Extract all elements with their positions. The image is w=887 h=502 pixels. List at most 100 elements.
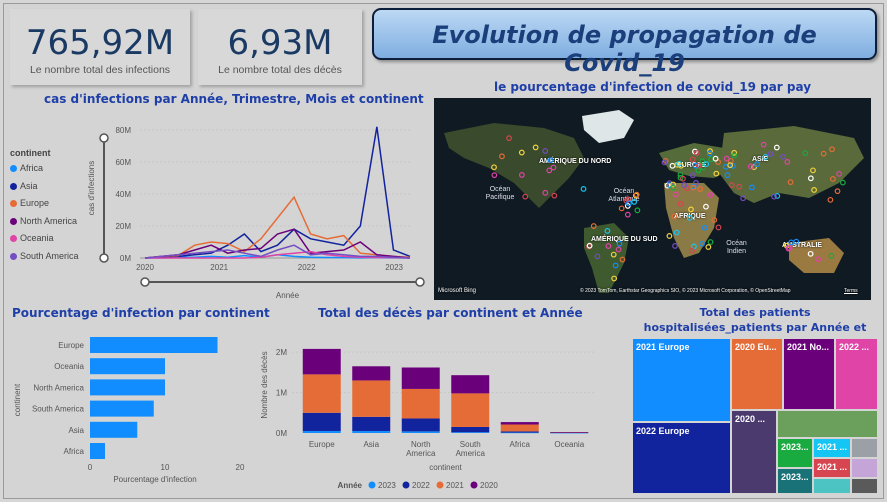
y-axis-label: Nombre des décès [260, 351, 269, 418]
y-slider-handle-bottom [99, 253, 109, 263]
treemap-cell[interactable]: 2023... [777, 438, 813, 468]
x-slider-handle-right [415, 277, 425, 287]
legend-label-2022: 2022 [412, 481, 430, 490]
treemap-cell[interactable]: 2021 No... [783, 338, 835, 410]
country-dot [699, 158, 706, 165]
y-axis-label: continent [13, 383, 22, 416]
treemap-cell-small[interactable] [851, 458, 878, 478]
category-label: Africa [64, 447, 85, 456]
treemap-cell[interactable]: 2021 ... [813, 458, 851, 478]
country-dot [724, 172, 731, 179]
treemap-cell-small[interactable] [813, 478, 851, 494]
stack-segment-2021 [451, 393, 490, 427]
stack-segment-2023 [451, 432, 490, 433]
stack-segment-2022 [451, 426, 490, 433]
kpi-card-infections[interactable]: 765,92M Le nombre total des infections [10, 9, 190, 85]
country-dot [690, 184, 697, 191]
kpi-card-deaths[interactable]: 6,93M Le nombre total des décès [198, 9, 362, 85]
legend-dot [436, 481, 444, 489]
legend-item-asia[interactable]: Asia [10, 181, 38, 191]
country-dot [828, 252, 835, 259]
country-dot [834, 188, 841, 195]
country-dot [689, 247, 695, 254]
country-dot [811, 187, 817, 193]
stack-segment-2022 [352, 416, 391, 431]
legend-item-oceania[interactable]: Oceania [10, 233, 54, 243]
country-dot [680, 175, 686, 182]
hospitalized-treemap[interactable]: 2021 Europe 2022 Europe 2020 Eu... 2021 No.… [632, 338, 878, 494]
bar-south-america [90, 400, 154, 417]
country-dot [684, 185, 690, 192]
continent-percentage-chart[interactable]: continent Europe Oceania North America South… [10, 325, 270, 495]
country-dot [676, 160, 682, 167]
country-dot [708, 156, 714, 163]
stack-segment-2022 [401, 418, 440, 432]
treemap-cell-small[interactable] [851, 478, 878, 494]
legend-title: Année [338, 481, 363, 490]
map-terms-link[interactable]: Terms [844, 288, 858, 294]
legend-item-europe[interactable]: Europe [10, 198, 49, 208]
country-dot [773, 144, 780, 151]
country-dot [666, 233, 673, 239]
country-dot [677, 200, 684, 207]
legend-item-north-america[interactable]: North America [10, 216, 77, 226]
legend-item-africa[interactable]: Africa [10, 163, 43, 173]
country-dot [631, 199, 638, 205]
treemap-cell-small[interactable] [851, 438, 878, 458]
treemap-cell[interactable]: 2020 Eu... [731, 338, 783, 410]
country-dot [793, 238, 800, 245]
treemap-cell[interactable]: 2020 ... [731, 410, 777, 494]
y-tick-label: 1M [276, 389, 287, 398]
y-tick-label: 40M [115, 190, 131, 199]
country-dot [780, 153, 786, 160]
line-chart[interactable]: cas d'infections 80M 60M 40M 20M 0M 2020 2021 20… [80, 108, 430, 303]
legend-item-south-america[interactable]: South America [10, 251, 79, 261]
series-line-europe [144, 195, 411, 259]
legend-dot [10, 165, 17, 173]
category-label: North America [33, 383, 84, 392]
treemap-cell[interactable]: 2022 ... [835, 338, 878, 410]
country-dot [754, 161, 761, 168]
hbar-chart-title: Pourcentage d'infection par continent [12, 306, 270, 320]
country-dot [669, 162, 676, 169]
kpi-infections-label: Le nombre total des infections [29, 64, 171, 76]
country-dot [767, 151, 774, 157]
y-axis-label: cas d'infections [87, 161, 96, 215]
stack-segment-2021 [352, 380, 391, 417]
treemap-cell[interactable]: 2021 ... [813, 438, 851, 458]
x-tick-label: 20 [236, 463, 245, 472]
country-dot [697, 186, 704, 192]
map-label-europe: EUROPE [677, 162, 707, 169]
country-dot [661, 159, 668, 166]
country-dot [547, 157, 554, 164]
x-axis-label: Pourcentage d'infection [113, 475, 196, 484]
treemap-cell[interactable]: 2023... [777, 468, 813, 494]
legend-label: South America [20, 250, 79, 261]
country-dot [491, 172, 498, 179]
category-label: South [460, 440, 481, 449]
category-label: Oceania [554, 440, 584, 449]
stack-segment-2020 [302, 348, 341, 375]
stack-segment-2022 [302, 412, 341, 431]
treemap-cell[interactable]: 2022 Europe [632, 422, 731, 494]
category-label: North [411, 440, 431, 449]
country-dot [522, 193, 529, 200]
stack-segment-2022 [500, 431, 539, 433]
treemap-cell-small[interactable] [777, 410, 878, 438]
country-dot [771, 193, 777, 200]
category-label: Asia [68, 426, 84, 435]
country-dot [728, 182, 735, 188]
country-dot [699, 240, 705, 247]
country-dot [810, 167, 816, 174]
category-label: Europe [309, 440, 335, 449]
dashboard-title: Evolution de propagation de Covid_19 [432, 21, 817, 77]
treemap-cell[interactable]: 2021 Europe [632, 338, 731, 422]
legend-label: Asia [20, 180, 38, 191]
stack-segment-2020 [550, 432, 589, 433]
country-dot [619, 256, 626, 263]
x-tick-label: 2022 [298, 263, 316, 272]
x-tick-label: 2023 [385, 263, 403, 272]
world-map[interactable]: AMÉRIQUE DU NORD EUROPE ASIE AFRIQUE AMÉ… [434, 98, 871, 300]
country-dot [499, 153, 505, 160]
